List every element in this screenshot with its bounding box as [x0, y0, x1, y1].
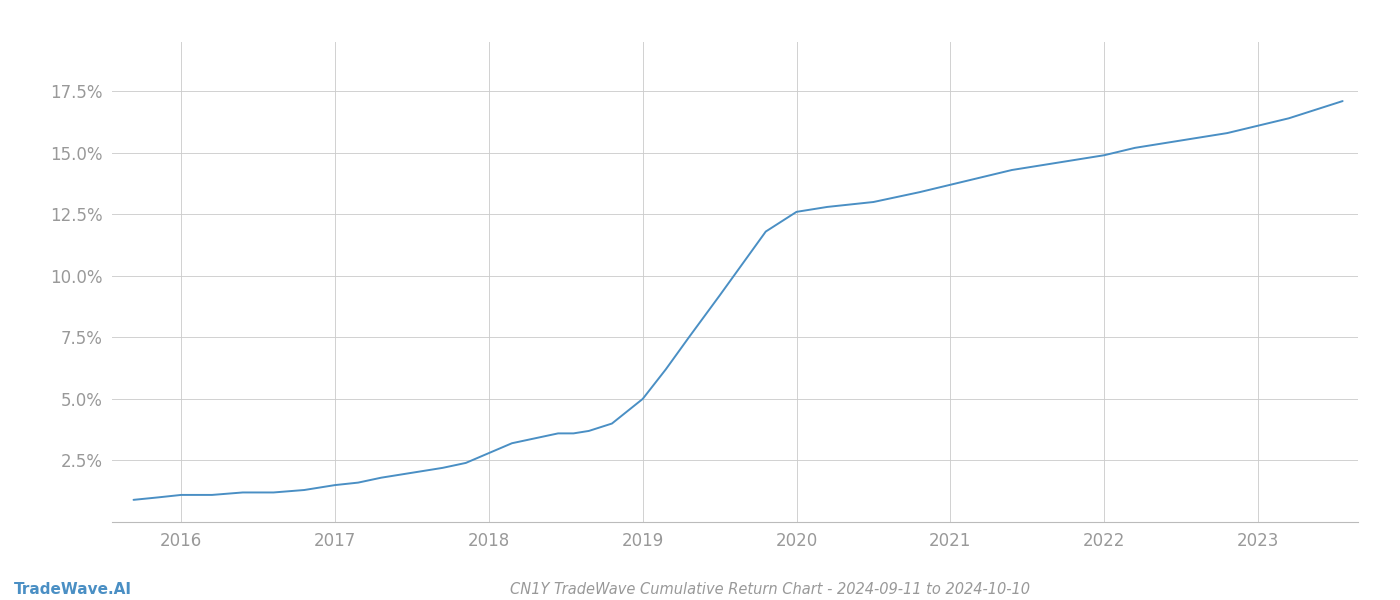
Text: CN1Y TradeWave Cumulative Return Chart - 2024-09-11 to 2024-10-10: CN1Y TradeWave Cumulative Return Chart -… — [510, 582, 1030, 597]
Text: TradeWave.AI: TradeWave.AI — [14, 582, 132, 597]
